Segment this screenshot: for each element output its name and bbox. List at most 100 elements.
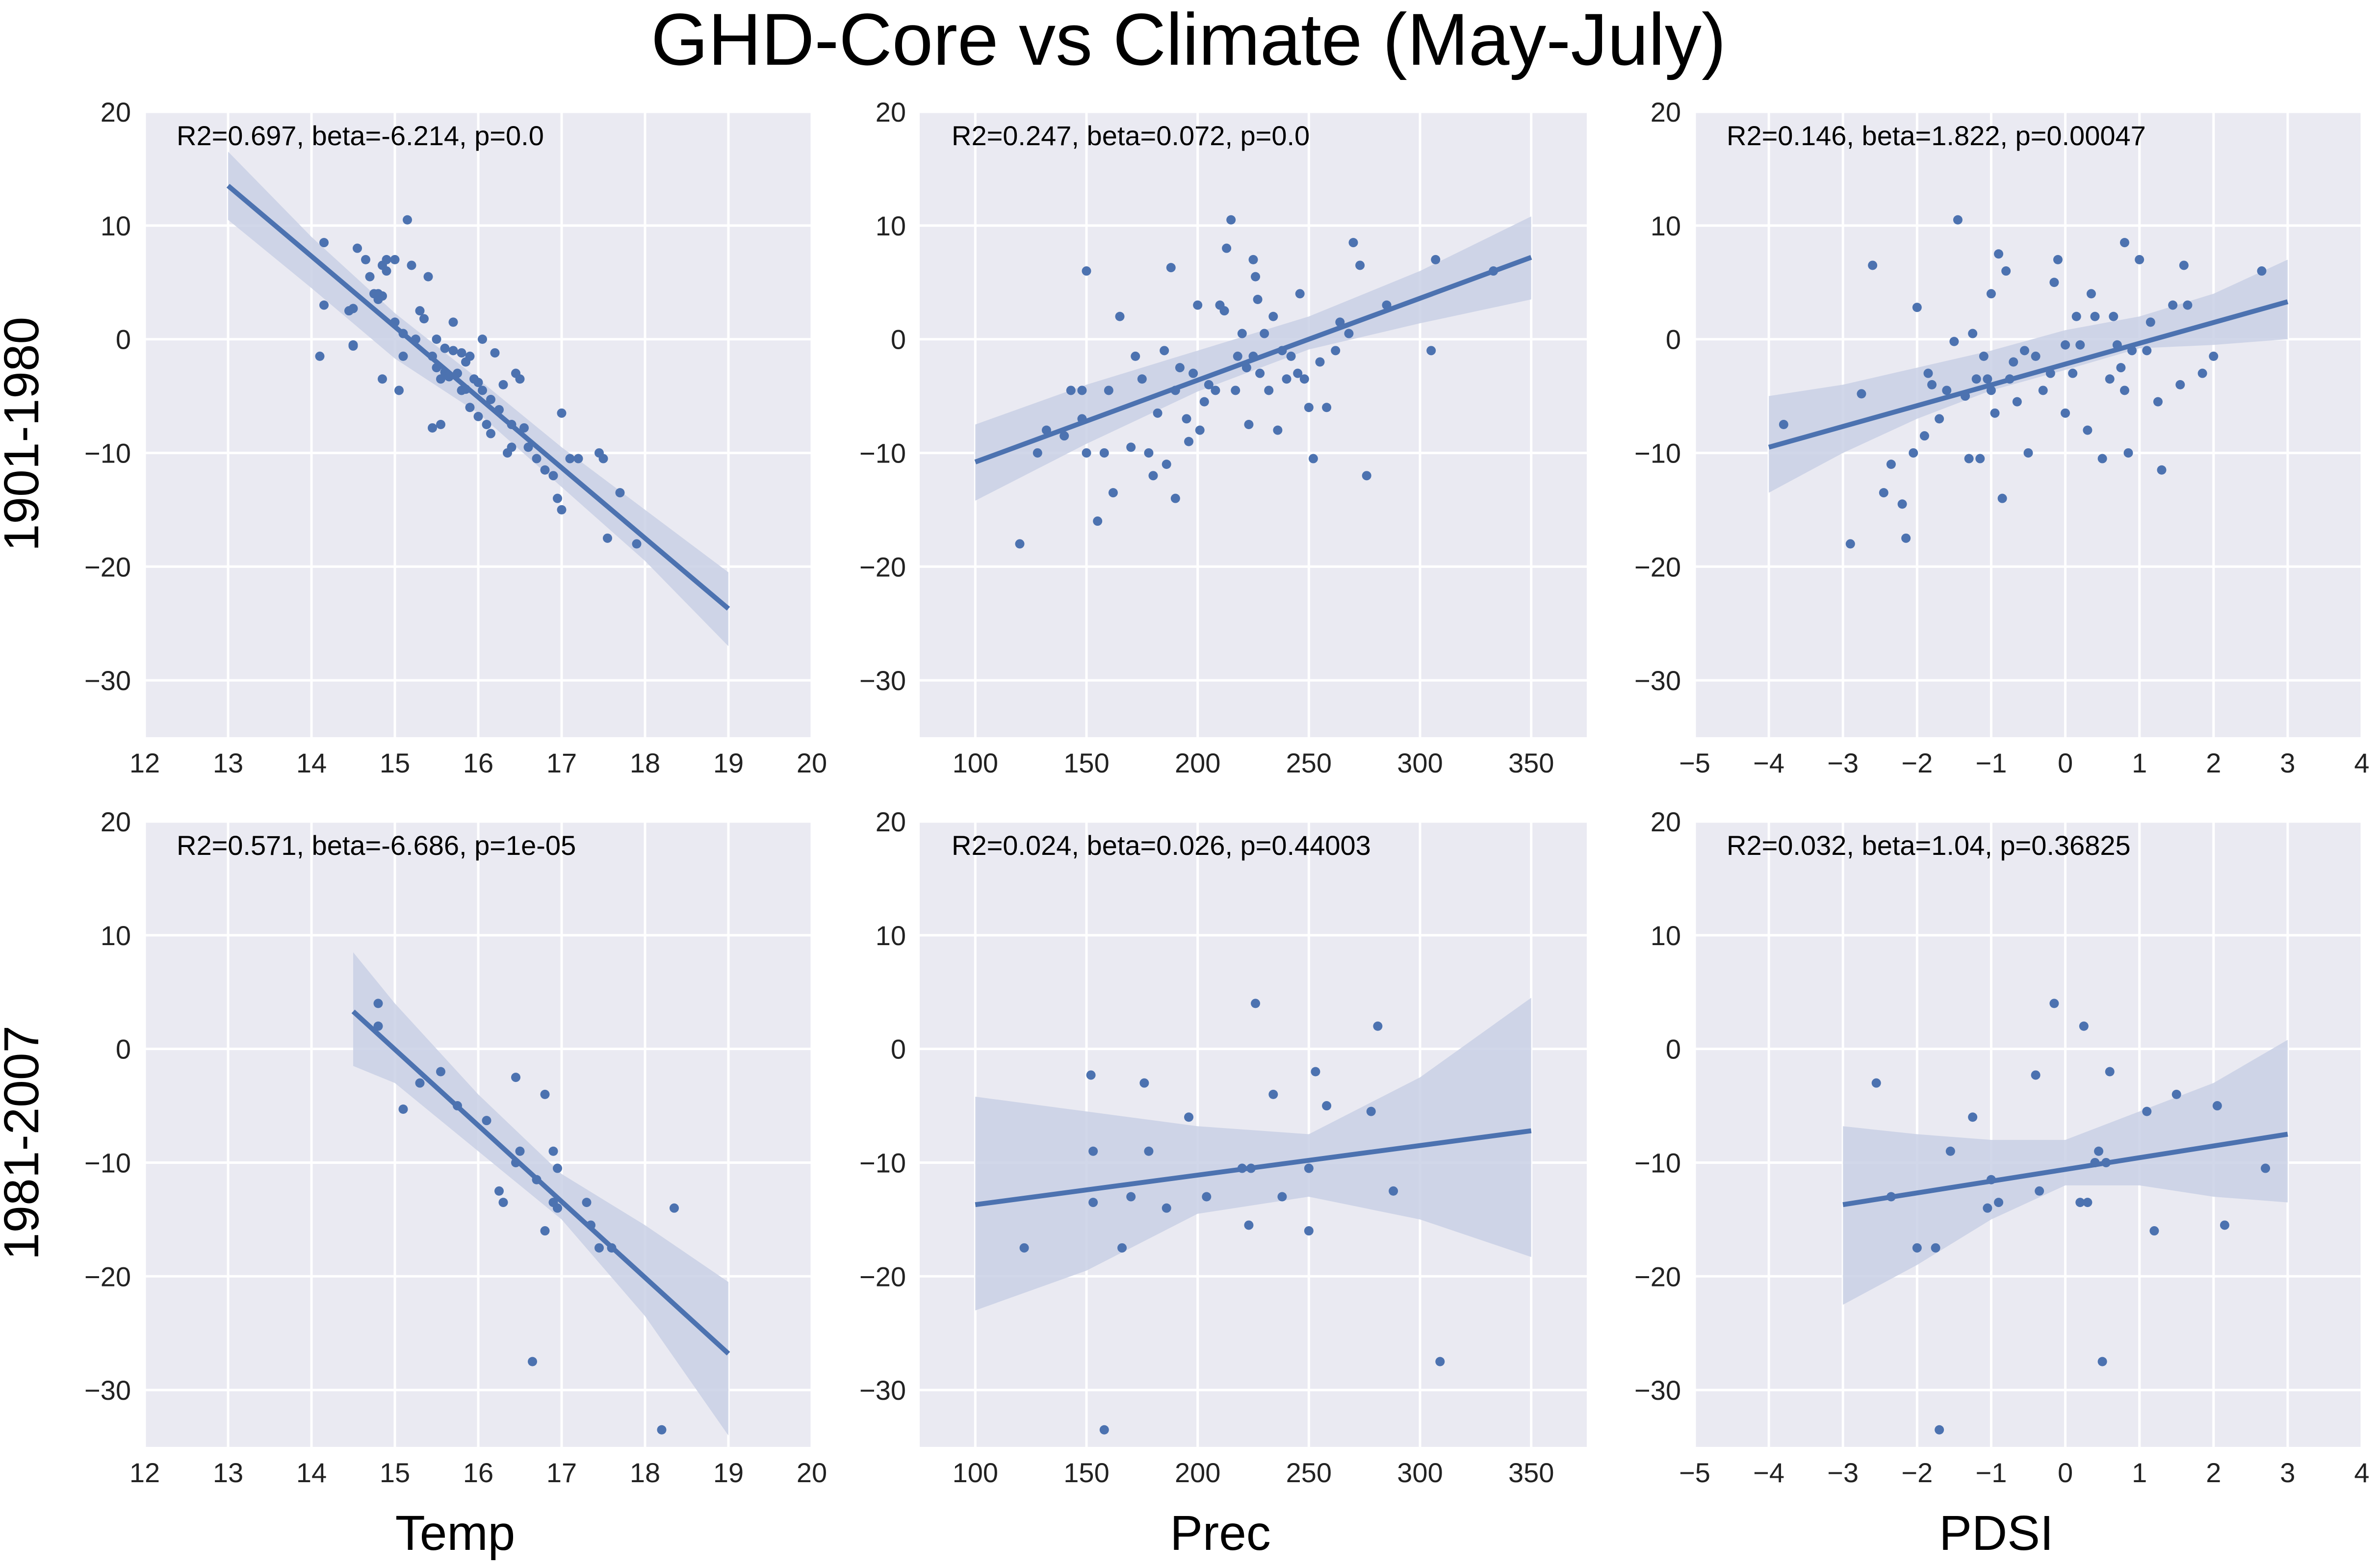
panel-0-2-data-point <box>2209 351 2219 361</box>
panel-0-1-data-point <box>1299 374 1309 384</box>
panel-0-0-x-tick-label: 12 <box>129 747 160 778</box>
panel-1-1-data-point <box>1144 1146 1154 1156</box>
panel-1-1-x-tick-label: 150 <box>1063 1457 1109 1488</box>
panel-1-0-data-point <box>657 1425 667 1435</box>
panel-1-1-data-point <box>1126 1192 1136 1202</box>
panel-0-2-data-point <box>1927 380 1937 389</box>
panel-0-2-regression-line <box>1768 299 2289 450</box>
panel-0-0-data-point <box>486 395 495 404</box>
panel-0-0-data-point <box>348 341 358 351</box>
panel-0-1-data-point <box>1115 311 1125 321</box>
panel-0-1-data-point <box>1273 425 1283 435</box>
panel-1-0-x-tick-label: 15 <box>380 1457 410 1488</box>
panel-0-1-data-point <box>1211 386 1220 395</box>
panel-0-0-x-tick-label: 13 <box>213 747 243 778</box>
panel-0-0-stats-annotation: R2=0.697, beta=-6.214, p=0.0 <box>177 120 544 151</box>
panel-0-2-data-point <box>1968 329 1978 338</box>
panel-1-0-y-tick-label: 0 <box>116 1034 131 1065</box>
panel-0-2-data-point <box>2061 408 2070 418</box>
panel-0-0-data-point <box>457 348 466 358</box>
panel-1-0-x-tick-label: 12 <box>129 1457 160 1488</box>
panel-1-0-x-tick-label: 18 <box>630 1457 660 1488</box>
panel-0-0-data-point <box>540 465 550 475</box>
panel-1-2-x-tick-label: 1 <box>2132 1457 2147 1488</box>
panel-0-0-data-point <box>398 351 408 361</box>
panel-1-1-x-tick-label: 200 <box>1175 1457 1220 1488</box>
panel-0-1-data-point <box>1426 346 1436 356</box>
panel-0-0: 12 13 14 15 16 17 18 19 20 −30 −20 −10 0 10 20 R2=0.697… <box>84 97 827 778</box>
panel-1-0-data-point <box>498 1198 508 1208</box>
panel-0-0-data-point <box>557 408 567 418</box>
panel-0-2-data-point <box>2075 340 2085 350</box>
panel-0-1-data-point <box>1184 437 1194 446</box>
panel-1-1-data-point <box>1389 1186 1398 1196</box>
panel-1-0-x-tick-label: 14 <box>296 1457 327 1488</box>
panel-1-2-data-point <box>1968 1112 1978 1122</box>
panel-0-1-data-point <box>1059 431 1069 441</box>
panel-1-2-data-point <box>2075 1198 2085 1208</box>
panel-0-1-data-point <box>1304 403 1314 412</box>
panel-0-0-x-tick-label: 18 <box>630 747 660 778</box>
panel-0-2-plot-area <box>1768 215 2289 549</box>
panel-0-1-regression-line <box>974 255 1532 464</box>
panel-0-2-data-point <box>1912 303 1922 312</box>
panel-0-0-data-point <box>361 255 370 264</box>
panel-0-1-data-point <box>1204 380 1214 389</box>
panel-0-0-data-point <box>382 255 391 264</box>
panel-1-1-y-tick-label: −10 <box>859 1147 906 1178</box>
panel-0-1-data-point <box>1348 238 1358 248</box>
panel-1-0-data-point <box>553 1163 562 1173</box>
panel-1-0-y-tick-label: −30 <box>84 1375 131 1406</box>
panel-1-1-data-point <box>1117 1243 1127 1253</box>
panel-0-0-data-point <box>486 429 495 438</box>
panel-0-2-x-tick-label: 0 <box>2058 747 2073 778</box>
panel-0-0-data-point <box>490 348 500 358</box>
panel-0-0-data-point <box>553 493 562 503</box>
panel-1-2-y-tick-label: 0 <box>1666 1034 1681 1065</box>
panel-1-2-x-tick-label: 0 <box>2058 1457 2073 1488</box>
panel-0-2-data-point <box>2049 278 2059 287</box>
panel-0-1-data-point <box>1226 215 1236 225</box>
panel-1-2-data-point <box>1994 1198 2004 1208</box>
panel-0-0-data-point <box>319 238 329 248</box>
panel-1-1-confidence-band <box>975 998 1531 1311</box>
panel-1-2-data-point <box>2149 1226 2159 1236</box>
panel-1-1-data-point <box>1311 1067 1320 1077</box>
panel-0-1-data-point <box>1248 255 1258 264</box>
panel-0-0-data-point <box>515 374 525 384</box>
panel-1-1-data-point <box>1304 1163 1314 1173</box>
panel-1-0-data-point <box>540 1089 550 1099</box>
panel-0-2-x-tick-label: −5 <box>1679 747 1710 778</box>
col-label-temp: Temp <box>395 1506 516 1561</box>
panel-1-2-data-point <box>2049 999 2059 1008</box>
panel-0-1-data-point <box>1104 386 1113 395</box>
panel-0-2-y-tick-label: −10 <box>1634 437 1681 468</box>
panel-0-1-x-tick-label: 350 <box>1508 747 1554 778</box>
panel-0-2-data-point <box>1994 249 2004 259</box>
panel-0-0-data-point <box>632 539 642 549</box>
panel-0-0-y-tick-label: −30 <box>84 665 131 696</box>
panel-1-0-regression-line <box>351 1009 730 1356</box>
panel-1-1-y-tick-label: 20 <box>876 806 906 837</box>
panel-0-2-data-point <box>2097 454 2107 463</box>
panel-1-0-x-tick-label: 17 <box>546 1457 577 1488</box>
panel-0-1-data-point <box>1244 420 1254 429</box>
panel-1-0-data-point <box>553 1203 562 1213</box>
panel-1-0-data-point <box>415 1078 425 1088</box>
panel-0-2-data-point <box>1857 389 1866 399</box>
panel-0-1-data-point <box>1175 363 1185 373</box>
panel-0-2-stats-annotation: R2=0.146, beta=1.822, p=0.00047 <box>1727 120 2146 151</box>
panel-0-0-data-point <box>565 454 575 463</box>
panel-1-0-data-point <box>494 1186 504 1196</box>
panel-1-0-x-tick-label: 19 <box>713 1457 744 1488</box>
panel-0-0-x-tick-label: 15 <box>380 747 410 778</box>
row-label-1901-1980: 1901-1980 <box>0 317 49 551</box>
panel-1-0-data-point <box>373 1021 383 1031</box>
panel-0-0-y-tick-label: −20 <box>84 551 131 582</box>
panel-0-2-data-point <box>2001 266 2011 276</box>
panel-1-2-y-tick-label: 20 <box>1651 806 1681 837</box>
panel-0-2-data-point <box>2153 397 2163 407</box>
panel-1-1-data-point <box>1366 1106 1376 1116</box>
panel-0-1-y-tick-label: 10 <box>876 210 906 241</box>
panel-0-2-x-tick-label: −2 <box>1901 747 1933 778</box>
